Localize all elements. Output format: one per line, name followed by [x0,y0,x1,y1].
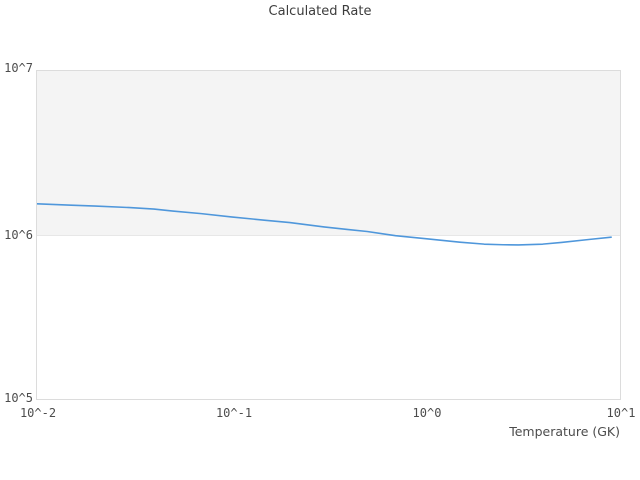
y-tick-label-1e5: 10^5 [4,391,33,405]
plot-area [36,70,621,400]
x-tick-label-1e-1: 10^-1 [215,406,253,420]
chart-title: Calculated Rate [268,4,372,19]
y-tick-label-1e6: 10^6 [4,228,33,242]
x-tick-label-1e-2: 10^-2 [19,406,57,420]
x-axis-label: Temperature (GK) [509,424,620,439]
rate-line [37,202,612,246]
x-tick-label-1e0: 10^0 [412,406,442,420]
rate-line-svg [37,202,612,246]
x-tick-label-1e1: 10^1 [606,406,636,420]
y-tick-label-1e7: 10^7 [4,61,33,75]
